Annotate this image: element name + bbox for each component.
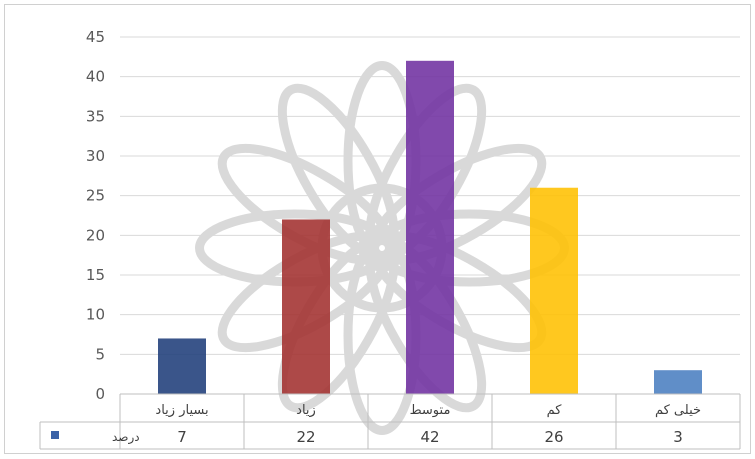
bar: [654, 370, 702, 394]
legend-marker: [51, 431, 59, 439]
y-tick-label: 15: [86, 266, 105, 284]
data-label: 42: [420, 428, 439, 446]
category-label: زیاد: [296, 403, 316, 418]
y-tick-label: 45: [86, 28, 105, 46]
category-label: خیلی کم: [655, 403, 701, 418]
data-label: 7: [177, 428, 187, 446]
data-table: بسیار زیاد 7 زیاد 22 متوسط 42 کم 26 خیلی کم 3 درصد: [39, 393, 741, 450]
data-label: 26: [544, 428, 563, 446]
y-tick-label: 5: [95, 345, 105, 363]
bar: [530, 187, 578, 394]
category-label: بسیار زیاد: [155, 403, 208, 418]
y-tick-label: 35: [86, 107, 105, 125]
y-tick-label: 20: [86, 226, 105, 244]
chart-frame: [4, 4, 751, 454]
bar: [406, 60, 454, 395]
category-label: متوسط: [410, 403, 451, 418]
y-tick-label: 25: [86, 187, 105, 205]
y-tick-label: 0: [95, 385, 105, 403]
data-label: 22: [296, 428, 315, 446]
y-axis-ticks: 0 5 10 15 20 25 30 35 40 45: [86, 28, 105, 403]
y-tick-label: 10: [86, 306, 105, 324]
bars: [158, 60, 702, 395]
bar: [158, 338, 206, 394]
watermark-emblem: [195, 61, 569, 435]
y-tick-label: 40: [86, 68, 105, 86]
data-label: 3: [673, 428, 683, 446]
category-label: کم: [547, 403, 563, 418]
bar: [282, 219, 330, 394]
series-name: درصد: [112, 430, 140, 445]
y-tick-label: 30: [86, 147, 105, 165]
